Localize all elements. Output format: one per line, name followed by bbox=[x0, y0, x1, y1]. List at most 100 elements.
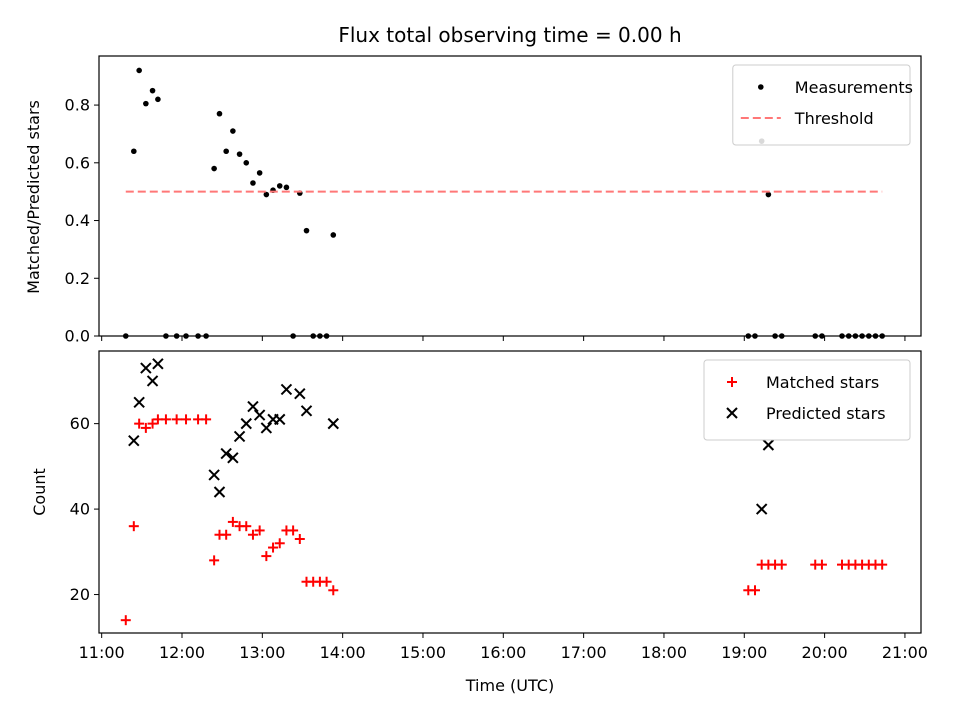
data-point bbox=[752, 333, 758, 339]
data-point bbox=[859, 333, 865, 339]
data-point bbox=[140, 362, 152, 374]
legend-box bbox=[703, 359, 911, 441]
legend-label: Measurements bbox=[795, 78, 913, 97]
data-point bbox=[241, 521, 252, 532]
data-point bbox=[163, 333, 169, 339]
y-tick-label: 0.0 bbox=[65, 327, 90, 346]
legend-x-swatch bbox=[726, 407, 738, 419]
data-point bbox=[288, 525, 299, 536]
data-point bbox=[260, 422, 273, 434]
data-point bbox=[317, 333, 323, 339]
x-tick-label: 18:00 bbox=[641, 643, 687, 662]
x-tick-label: 16:00 bbox=[480, 643, 526, 662]
y-tick-label: 60 bbox=[70, 414, 90, 433]
y-tick-label: 0.2 bbox=[65, 269, 90, 288]
y-tick-label: 0.6 bbox=[65, 153, 90, 172]
data-point bbox=[330, 232, 337, 238]
count-panel: 20 40 60 11:00 12:00 13:00 14:00 15:00 16:00 17:0… bbox=[70, 350, 928, 662]
y-tick-label: 20 bbox=[70, 585, 90, 604]
data-point bbox=[765, 191, 772, 198]
data-point bbox=[152, 358, 164, 370]
data-point bbox=[816, 559, 827, 570]
data-point bbox=[283, 184, 290, 191]
data-point bbox=[280, 383, 293, 396]
data-point bbox=[201, 414, 212, 425]
x-tick-label: 21:00 bbox=[882, 643, 928, 662]
data-point bbox=[220, 447, 232, 460]
data-point bbox=[143, 100, 149, 107]
data-point bbox=[776, 559, 787, 570]
data-point bbox=[227, 516, 238, 527]
data-point bbox=[221, 529, 232, 540]
data-point bbox=[274, 538, 285, 549]
x-tick-label: 17:00 bbox=[561, 643, 607, 662]
x-tick-label: 11:00 bbox=[79, 643, 125, 662]
data-point bbox=[243, 160, 250, 166]
data-point bbox=[173, 333, 180, 339]
data-point bbox=[208, 469, 220, 481]
data-point bbox=[240, 417, 252, 430]
data-point bbox=[160, 414, 171, 425]
data-point bbox=[321, 576, 332, 587]
data-point bbox=[762, 439, 775, 451]
data-point bbox=[755, 503, 768, 515]
x-tick-label: 12:00 bbox=[159, 643, 205, 662]
x-tick-label: 13:00 bbox=[239, 643, 285, 662]
data-point bbox=[128, 435, 140, 447]
series-matched-stars bbox=[120, 414, 888, 626]
data-point bbox=[183, 333, 189, 339]
data-point bbox=[872, 333, 879, 339]
data-point bbox=[254, 525, 265, 536]
y-tick-label: 40 bbox=[70, 500, 90, 519]
data-point bbox=[256, 170, 263, 176]
x-tick-label: 19:00 bbox=[721, 643, 767, 662]
legend-label: Predicted stars bbox=[766, 404, 886, 423]
data-point bbox=[327, 417, 339, 430]
data-point bbox=[122, 333, 129, 339]
data-point bbox=[131, 148, 137, 155]
data-point bbox=[128, 521, 139, 532]
data-point bbox=[247, 400, 259, 413]
data-point bbox=[134, 418, 145, 429]
data-point bbox=[233, 430, 246, 443]
x-tick-label: 14:00 bbox=[320, 643, 366, 662]
data-point bbox=[294, 388, 306, 400]
y-tick-label: 0.4 bbox=[65, 211, 90, 230]
legend-dot-swatch bbox=[758, 84, 764, 90]
data-point bbox=[749, 585, 760, 596]
data-point bbox=[310, 333, 317, 339]
x-tick-label: 20:00 bbox=[802, 643, 848, 662]
x-tick-label: 15:00 bbox=[400, 643, 446, 662]
data-point bbox=[323, 333, 330, 339]
legend-plus-swatch bbox=[727, 377, 737, 387]
data-point bbox=[250, 180, 256, 186]
data-point bbox=[181, 414, 192, 425]
data-point bbox=[812, 333, 819, 339]
data-point bbox=[227, 452, 239, 464]
data-point bbox=[261, 551, 272, 562]
data-point bbox=[211, 165, 217, 172]
bottom-y-axis-label: Count bbox=[30, 468, 49, 516]
data-point bbox=[290, 333, 296, 339]
legend: Measurements Threshold bbox=[732, 64, 913, 146]
legend-box bbox=[732, 64, 911, 146]
series-predicted-stars bbox=[128, 358, 775, 515]
data-point bbox=[149, 87, 156, 94]
legend-label: Threshold bbox=[794, 109, 874, 128]
data-point bbox=[879, 333, 885, 339]
data-point bbox=[276, 183, 283, 189]
data-point bbox=[778, 333, 785, 339]
data-point bbox=[203, 333, 209, 339]
data-point bbox=[303, 227, 310, 234]
data-point bbox=[230, 128, 236, 134]
legend-label: Matched stars bbox=[766, 373, 879, 392]
data-point bbox=[253, 409, 266, 421]
data-point bbox=[136, 67, 142, 74]
data-point bbox=[328, 585, 339, 596]
data-point bbox=[819, 333, 825, 339]
data-point bbox=[213, 486, 226, 498]
data-point bbox=[171, 414, 182, 425]
data-point bbox=[268, 542, 279, 553]
data-point bbox=[216, 110, 223, 117]
top-y-axis-label: Matched/Predicted stars bbox=[24, 100, 43, 294]
